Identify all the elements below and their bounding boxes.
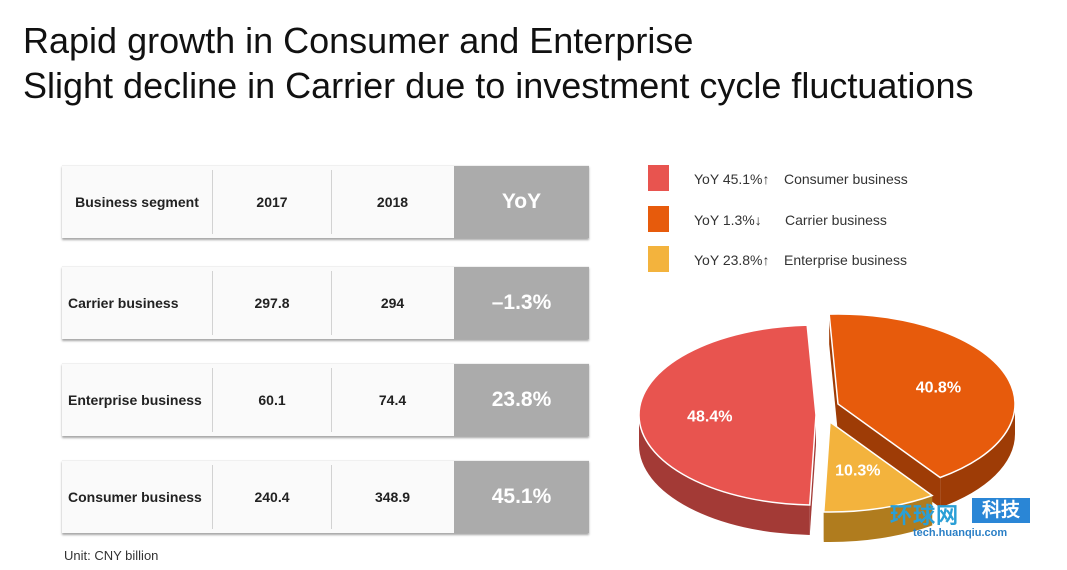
legend-label: Consumer business: [784, 171, 908, 187]
table-row: Carrier business 297.8 294 –1.3%: [62, 266, 589, 339]
legend-yoy: YoY 45.1%↑: [694, 171, 770, 187]
watermark-brand: 环球网: [890, 503, 960, 528]
pie-data-label: 40.8%: [916, 379, 961, 396]
legend-label: Enterprise business: [784, 252, 907, 268]
value-2017: 297.8: [254, 295, 290, 311]
header-yoy: YoY: [454, 166, 589, 238]
header-2018: 2018: [376, 194, 409, 210]
value-2017: 60.1: [258, 392, 286, 408]
value-2017: 240.4: [254, 489, 290, 505]
pie-slice-enterprise-business: [822, 420, 934, 513]
watermark-tag: 科技: [972, 498, 1030, 523]
segment-name: Enterprise business: [68, 392, 202, 408]
table-row: Enterprise business 60.1 74.4 23.8%: [62, 363, 589, 436]
legend-swatch: [648, 165, 669, 191]
pie-side-consumer-business: [639, 415, 810, 535]
pie-data-label: 10.3%: [835, 462, 880, 479]
table-header-row: Business segment 2017 2018 YoY: [62, 165, 589, 238]
segment-name: Consumer business: [68, 489, 202, 505]
unit-note: Unit: CNY billion: [64, 548, 159, 563]
value-yoy: 45.1%: [454, 461, 589, 533]
pie-data-label: 48.4%: [687, 408, 732, 425]
pie-side-enterprise-business: [823, 495, 933, 542]
slide-title-line-2: Slight decline in Carrier due to investm…: [23, 65, 974, 106]
header-2017: 2017: [256, 194, 288, 210]
slide-title-line-1: Rapid growth in Consumer and Enterprise: [23, 20, 694, 61]
pie-slice-carrier-business: [828, 313, 1016, 479]
pie-slice-consumer-business: [638, 324, 817, 506]
pie-side-carrier-business: [940, 404, 1015, 508]
value-2018: 74.4: [378, 392, 407, 408]
legend-yoy: YoY 23.8%↑: [694, 252, 770, 268]
legend-yoy: YoY 1.3%↓: [694, 212, 762, 228]
legend-swatch: [648, 206, 669, 232]
value-2018: 294: [380, 295, 405, 311]
header-business-segment: Business segment: [75, 194, 199, 210]
watermark-site: tech.huanqiu.com: [913, 527, 1008, 539]
table-row: Consumer business 240.4 348.9 45.1%: [62, 460, 589, 533]
value-yoy: 23.8%: [454, 364, 589, 436]
value-yoy: –1.3%: [454, 267, 589, 339]
segment-name: Carrier business: [68, 295, 179, 311]
pie-edge: [838, 404, 941, 508]
legend-swatch: [648, 246, 669, 272]
legend-label: Carrier business: [785, 212, 887, 228]
value-2018: 348.9: [374, 489, 411, 505]
